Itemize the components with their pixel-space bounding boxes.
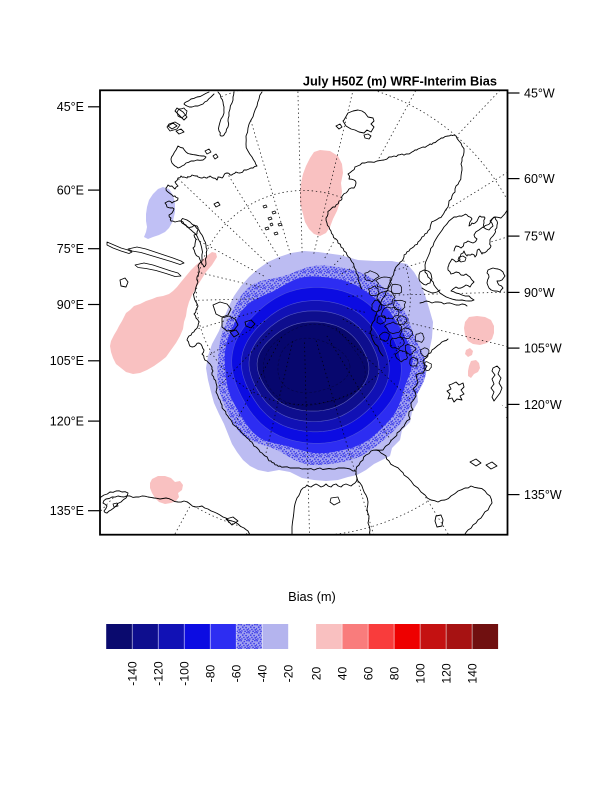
svg-text:75°E: 75°E <box>57 242 84 256</box>
svg-text:105°E: 105°E <box>50 354 84 368</box>
svg-text:60°E: 60°E <box>57 184 84 198</box>
svg-text:90°E: 90°E <box>57 298 84 312</box>
svg-text:135°W: 135°W <box>524 488 562 502</box>
svg-text:-40: -40 <box>256 664 270 682</box>
svg-text:20: 20 <box>309 667 323 681</box>
svg-text:100: 100 <box>413 663 427 684</box>
svg-text:July H50Z (m) WRF-Interim Bias: July H50Z (m) WRF-Interim Bias <box>303 74 497 89</box>
svg-text:120°W: 120°W <box>524 398 562 412</box>
svg-text:45°W: 45°W <box>524 86 555 100</box>
svg-text:60: 60 <box>361 667 375 681</box>
svg-text:40: 40 <box>335 667 349 681</box>
svg-text:-120: -120 <box>151 661 165 686</box>
svg-text:80: 80 <box>387 667 401 681</box>
svg-text:-100: -100 <box>177 661 191 686</box>
svg-text:135°E: 135°E <box>50 504 84 518</box>
svg-text:-60: -60 <box>229 664 243 682</box>
svg-text:120°E: 120°E <box>50 415 84 429</box>
svg-text:-20: -20 <box>282 664 296 682</box>
svg-text:90°W: 90°W <box>524 286 555 300</box>
svg-text:120: 120 <box>439 663 453 684</box>
svg-text:140: 140 <box>465 663 479 684</box>
svg-text:105°W: 105°W <box>524 342 562 356</box>
svg-text:-80: -80 <box>203 664 217 682</box>
svg-text:75°W: 75°W <box>524 230 555 244</box>
svg-text:45°E: 45°E <box>57 100 84 114</box>
svg-text:60°W: 60°W <box>524 172 555 186</box>
svg-text:Bias (m): Bias (m) <box>288 589 336 604</box>
svg-text:-140: -140 <box>125 661 139 686</box>
